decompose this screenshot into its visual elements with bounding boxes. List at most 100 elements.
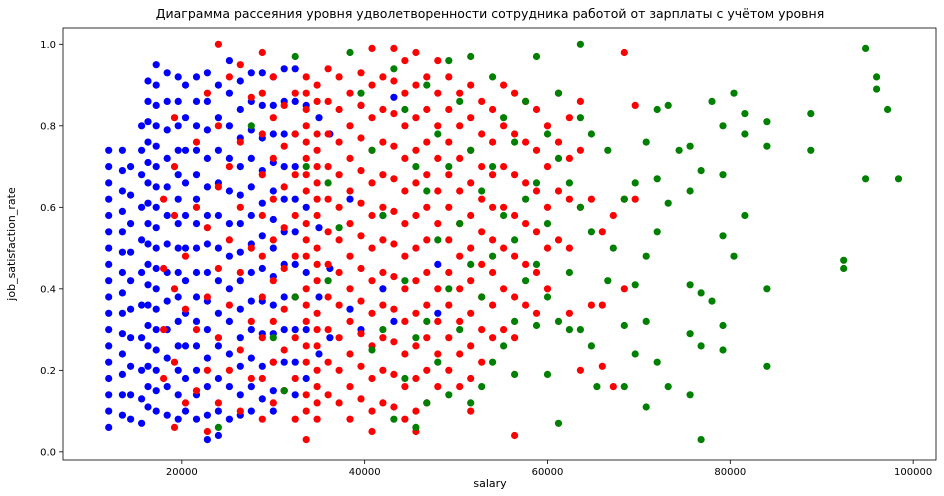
data-point bbox=[346, 154, 354, 162]
data-point bbox=[302, 301, 310, 309]
data-point bbox=[675, 146, 683, 154]
data-point bbox=[763, 142, 771, 150]
data-point bbox=[144, 383, 152, 391]
data-point bbox=[313, 244, 321, 252]
data-point bbox=[236, 346, 244, 354]
data-point bbox=[138, 301, 146, 309]
data-point bbox=[379, 334, 387, 342]
data-point bbox=[379, 211, 387, 220]
data-point bbox=[335, 73, 343, 81]
data-point bbox=[401, 285, 409, 293]
data-point bbox=[478, 228, 486, 236]
plot-area-frame bbox=[62, 27, 937, 461]
data-point bbox=[401, 350, 409, 358]
data-point bbox=[247, 183, 255, 191]
data-point bbox=[280, 346, 288, 354]
x-tick-label: 20000 bbox=[166, 467, 198, 478]
data-point bbox=[236, 203, 244, 211]
data-point bbox=[324, 97, 332, 105]
data-point bbox=[214, 277, 222, 285]
data-point bbox=[269, 387, 277, 395]
data-point bbox=[423, 399, 431, 407]
data-point bbox=[144, 342, 152, 350]
data-point bbox=[368, 407, 376, 415]
data-point bbox=[522, 260, 530, 268]
data-point bbox=[390, 273, 398, 281]
data-point bbox=[105, 374, 113, 383]
data-point bbox=[357, 232, 365, 240]
data-point bbox=[291, 374, 299, 383]
data-point bbox=[401, 415, 409, 423]
data-point bbox=[467, 309, 475, 317]
data-point bbox=[152, 81, 160, 89]
data-point bbox=[291, 334, 299, 342]
data-point bbox=[456, 154, 464, 162]
data-point bbox=[280, 305, 288, 313]
data-point bbox=[302, 436, 310, 444]
data-point bbox=[192, 415, 201, 423]
data-point bbox=[390, 175, 398, 183]
data-point bbox=[127, 163, 135, 171]
data-point bbox=[346, 383, 354, 391]
data-point bbox=[291, 415, 299, 423]
data-point bbox=[467, 211, 475, 220]
data-point bbox=[543, 163, 552, 171]
data-point bbox=[192, 171, 201, 179]
data-point bbox=[144, 138, 152, 146]
data-point bbox=[686, 142, 694, 150]
data-point bbox=[620, 48, 628, 57]
data-point bbox=[697, 167, 705, 175]
data-point bbox=[532, 228, 541, 236]
data-point bbox=[346, 220, 354, 228]
data-point bbox=[467, 374, 475, 383]
data-point bbox=[434, 358, 442, 366]
data-point bbox=[302, 163, 310, 171]
data-point bbox=[313, 366, 321, 374]
data-point bbox=[445, 334, 453, 342]
data-point bbox=[174, 171, 182, 179]
data-point bbox=[642, 252, 650, 260]
data-point bbox=[258, 334, 266, 342]
data-point bbox=[181, 407, 190, 415]
data-point bbox=[152, 224, 160, 232]
data-point bbox=[324, 391, 332, 399]
data-point bbox=[368, 427, 376, 436]
data-point bbox=[489, 358, 497, 366]
data-point bbox=[390, 317, 398, 325]
data-point bbox=[873, 85, 881, 93]
data-point bbox=[144, 301, 152, 309]
data-point bbox=[489, 171, 497, 179]
data-point bbox=[192, 244, 201, 252]
data-point bbox=[214, 40, 222, 48]
data-point bbox=[291, 171, 299, 179]
data-point bbox=[127, 334, 135, 342]
data-point bbox=[379, 73, 387, 81]
data-point bbox=[379, 203, 387, 211]
data-point bbox=[225, 89, 233, 97]
data-point bbox=[642, 403, 650, 411]
data-point bbox=[434, 220, 442, 228]
data-point bbox=[741, 130, 749, 138]
data-point bbox=[258, 48, 266, 57]
data-point bbox=[214, 244, 222, 252]
data-point bbox=[604, 277, 612, 285]
data-point bbox=[214, 81, 222, 89]
data-point bbox=[500, 211, 508, 220]
data-point bbox=[532, 187, 541, 195]
data-point bbox=[412, 163, 420, 171]
data-point bbox=[214, 342, 222, 350]
y-tick-label: 0.0 bbox=[40, 447, 56, 458]
data-point bbox=[423, 73, 431, 81]
data-point bbox=[423, 334, 431, 342]
data-point bbox=[269, 334, 277, 342]
data-point bbox=[445, 366, 453, 374]
data-point bbox=[138, 236, 146, 244]
data-point bbox=[203, 383, 211, 391]
data-point bbox=[313, 326, 321, 334]
data-point bbox=[225, 236, 233, 244]
data-point bbox=[170, 285, 179, 293]
data-point bbox=[225, 73, 233, 81]
data-point bbox=[346, 285, 354, 293]
data-point bbox=[434, 57, 442, 65]
data-point bbox=[302, 285, 310, 293]
